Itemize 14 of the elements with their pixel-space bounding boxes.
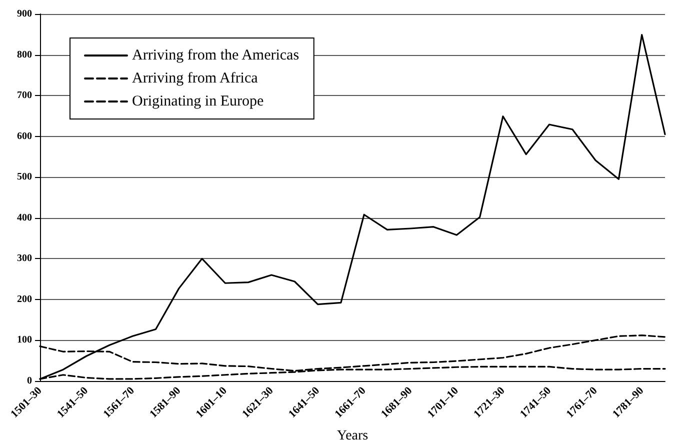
legend-label: Arriving from Africa — [132, 70, 258, 86]
y-tick-label: 200 — [17, 294, 32, 305]
y-tick-label: 300 — [17, 253, 32, 264]
legend-label: Originating in Europe — [132, 94, 264, 110]
x-axis-title: Years — [336, 428, 368, 444]
y-tick-label: 800 — [17, 49, 32, 60]
y-tick-label: 500 — [17, 172, 32, 183]
y-tick-label: 900 — [17, 8, 32, 20]
y-tick-label: 400 — [17, 212, 32, 224]
y-tick-label: 700 — [17, 90, 32, 102]
y-tick-label: 600 — [17, 130, 32, 142]
y-tick-label: 0 — [27, 376, 32, 386]
y-tick-label: 100 — [17, 334, 32, 346]
legend-label: Arriving from the Americas — [132, 48, 300, 64]
